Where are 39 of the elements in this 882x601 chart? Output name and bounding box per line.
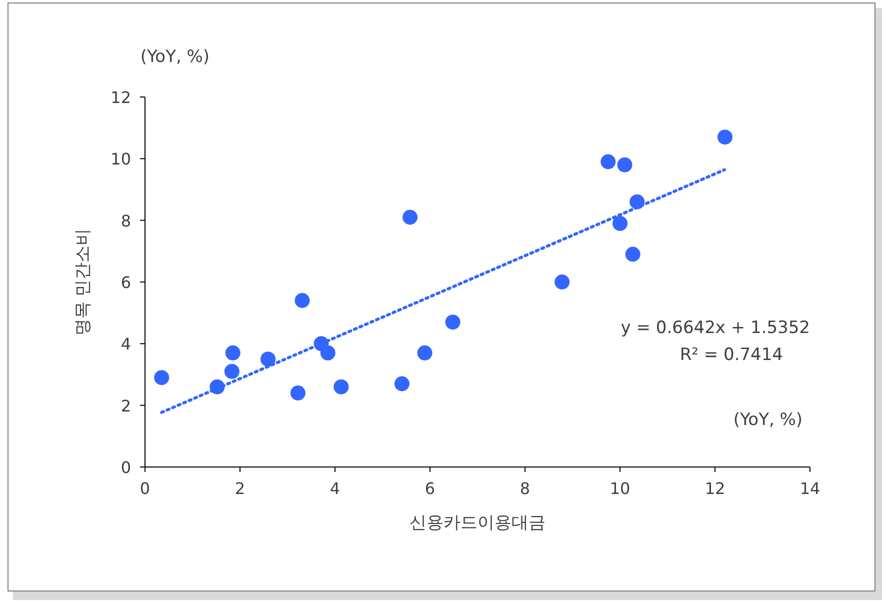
point bbox=[294, 293, 310, 308]
y-tick-label: 8 bbox=[120, 211, 131, 230]
point bbox=[612, 216, 628, 231]
annotation: y = 0.6642x + 1.5352 bbox=[620, 318, 810, 338]
x-tick-label: 2 bbox=[234, 479, 246, 498]
annotation: (YoY, %) bbox=[733, 410, 803, 430]
point bbox=[260, 352, 276, 367]
point bbox=[617, 157, 632, 172]
point bbox=[445, 314, 460, 330]
x-tick-label: 8 bbox=[520, 479, 530, 498]
annotation: R² = 0.7414 bbox=[680, 345, 783, 365]
point bbox=[717, 130, 732, 145]
y-tick-label: 6 bbox=[120, 273, 131, 292]
point bbox=[290, 386, 306, 400]
x-tick-label: 4 bbox=[330, 479, 340, 498]
text: (YoY, %) bbox=[140, 47, 210, 67]
y-tick-label: 4 bbox=[120, 334, 131, 354]
point bbox=[417, 345, 432, 360]
point bbox=[625, 246, 640, 262]
point bbox=[154, 370, 170, 386]
y-tick-label: 2 bbox=[120, 396, 131, 416]
x-tick-label: 6 bbox=[424, 479, 436, 498]
x-tick-label: 14 bbox=[800, 479, 820, 498]
y-tick-label: 0 bbox=[120, 458, 131, 477]
point bbox=[320, 345, 336, 360]
x-tick-label: 10 bbox=[610, 479, 630, 498]
x-tick-label: 12 bbox=[704, 479, 726, 498]
point bbox=[334, 379, 349, 394]
point bbox=[554, 274, 570, 290]
point bbox=[394, 376, 410, 392]
point bbox=[402, 210, 418, 225]
y-tick-label: 10 bbox=[110, 150, 131, 169]
point bbox=[225, 345, 240, 360]
y-tick-label: 12 bbox=[110, 88, 131, 107]
x-tick-label: 0 bbox=[140, 479, 150, 498]
point bbox=[224, 364, 240, 379]
y-axis-title: 명목 민간소비 bbox=[73, 228, 93, 336]
x-axis-title: 신용카드이용대금 bbox=[410, 513, 546, 533]
point bbox=[600, 154, 616, 170]
